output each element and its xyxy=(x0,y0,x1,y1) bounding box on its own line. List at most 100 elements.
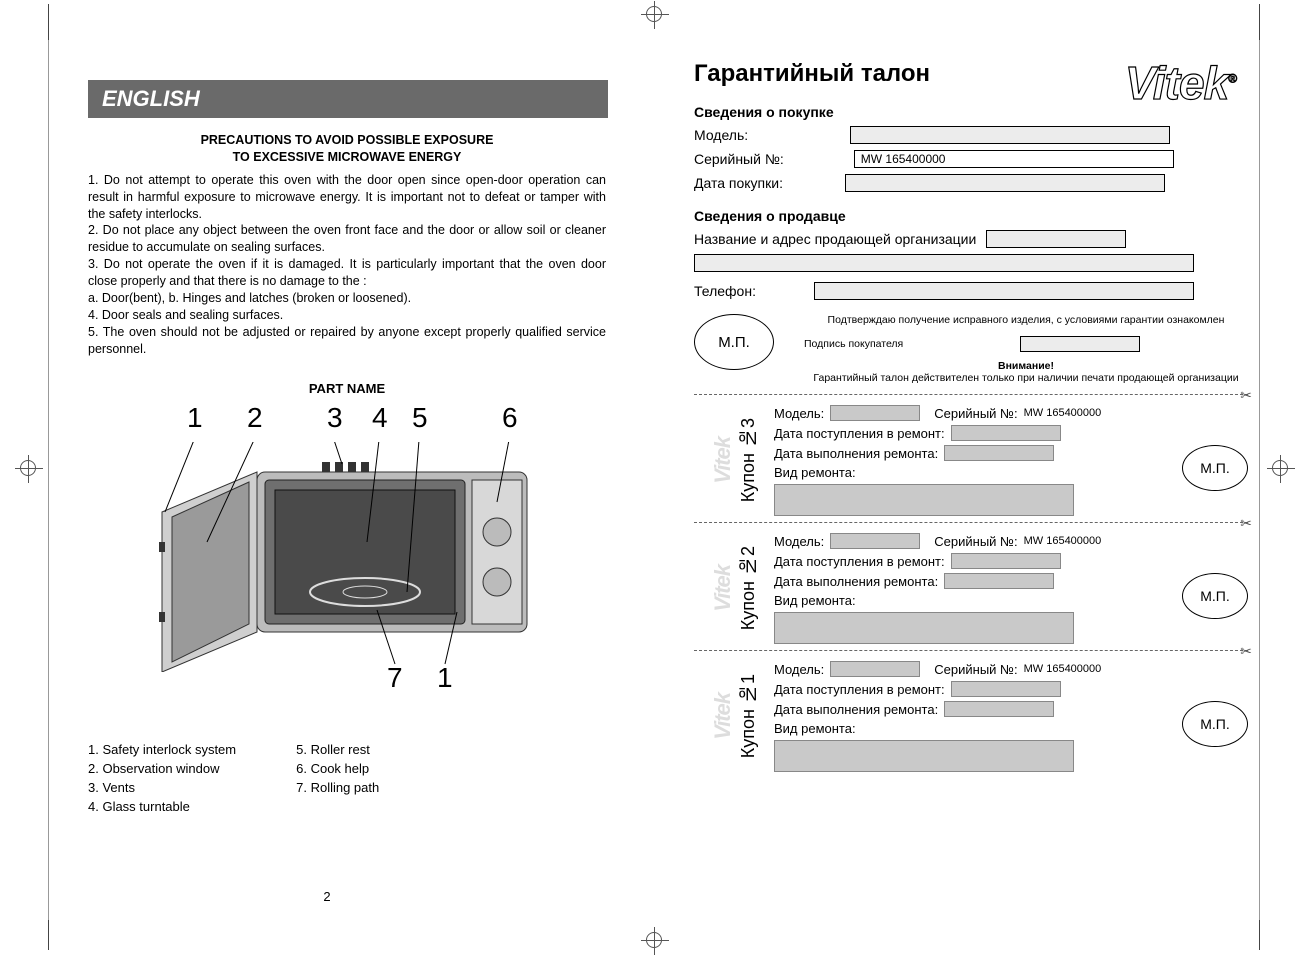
confirmation-text-block: Подтверждаю получение исправного изделия… xyxy=(804,314,1248,384)
part-item: 1. Safety interlock system xyxy=(88,742,236,757)
part-item: 7. Rolling path xyxy=(296,780,379,795)
model-label: Модель: xyxy=(694,127,748,143)
scissors-icon: ✂ xyxy=(1240,387,1252,404)
parts-col-2: 5. Roller rest 6. Cook help 7. Rolling p… xyxy=(296,742,379,818)
c-model-field[interactable] xyxy=(830,405,920,421)
c-repair-field[interactable] xyxy=(774,484,1074,516)
coupon-stamp: М.П. xyxy=(1182,573,1248,619)
c-date-in-field[interactable] xyxy=(951,553,1061,569)
microwave-illustration xyxy=(147,442,547,672)
parts-list: 1. Safety interlock system 2. Observatio… xyxy=(88,742,606,818)
stamp-placeholder: М.П. xyxy=(694,314,774,370)
serial-field[interactable]: MW 165400000 xyxy=(854,150,1174,168)
callout-6: 6 xyxy=(502,402,518,434)
part-item: 2. Observation window xyxy=(88,761,236,776)
c-date-in-field[interactable] xyxy=(951,425,1061,441)
phone-field[interactable] xyxy=(814,282,1194,300)
purchase-date-label: Дата покупки: xyxy=(694,175,783,191)
part-item: 6. Cook help xyxy=(296,761,379,776)
coupon-body: Модель: Серийный №: MW 165400000 Дата по… xyxy=(774,533,1248,644)
c-date-out-field[interactable] xyxy=(944,701,1054,717)
purchase-date-row: Дата покупки: xyxy=(694,174,1248,192)
c-serial-label: Серийный №: xyxy=(934,662,1017,677)
coupon-number: Купон №2 xyxy=(738,546,759,630)
c-repair-field[interactable] xyxy=(774,612,1074,644)
part-item: 3. Vents xyxy=(88,780,236,795)
coupon-body: Модель: Серийный №: MW 165400000 Дата по… xyxy=(774,405,1248,516)
registered-icon: ® xyxy=(1228,72,1236,86)
seller-addr-field-line2[interactable] xyxy=(694,254,1194,272)
mp-label: М.П. xyxy=(1200,716,1230,732)
c-model-field[interactable] xyxy=(830,661,920,677)
c-date-out-label: Дата выполнения ремонта: xyxy=(774,446,938,461)
coupon-stamp: М.П. xyxy=(1182,445,1248,491)
coupon-body: Модель: Серийный №: MW 165400000 Дата по… xyxy=(774,661,1248,772)
seller-section-heading: Сведения о продавце xyxy=(694,208,1248,224)
callout-1: 1 xyxy=(187,402,203,434)
confirmation-block: М.П. Подтверждаю получение исправного из… xyxy=(694,314,1248,384)
vitek-mini-logo: Vitek xyxy=(710,565,736,612)
spread: ENGLISH PRECAUTIONS TO AVOID POSSIBLE EX… xyxy=(0,0,1308,954)
c-repair-label: Вид ремонта: xyxy=(774,593,856,608)
c-serial-label: Серийный №: xyxy=(934,406,1017,421)
callout-4: 4 xyxy=(372,402,388,434)
coupon-3: ✂ Vitek Купон №3 Модель: Серийный №: MW … xyxy=(694,394,1248,522)
serial-label: Серийный №: xyxy=(694,151,784,167)
microwave-diagram: 1 2 3 4 5 6 7 1 xyxy=(147,402,547,702)
precautions-body: 1. Do not attempt to operate this oven w… xyxy=(88,172,606,358)
left-page-english: ENGLISH PRECAUTIONS TO AVOID POSSIBLE EX… xyxy=(0,0,654,954)
coupon-2: ✂ Vitek Купон №2 Модель: Серийный №: MW … xyxy=(694,522,1248,650)
seller-name-field[interactable] xyxy=(986,230,1126,248)
parts-col-1: 1. Safety interlock system 2. Observatio… xyxy=(88,742,236,818)
mp-label: М.П. xyxy=(718,334,750,351)
buyer-signature-field[interactable] xyxy=(1020,336,1140,352)
phone-label: Телефон: xyxy=(694,283,756,299)
c-model-label: Модель: xyxy=(774,406,824,421)
coupons: ✂ Vitek Купон №3 Модель: Серийный №: MW … xyxy=(694,394,1248,778)
phone-row: Телефон: xyxy=(694,282,1248,300)
c-model-field[interactable] xyxy=(830,533,920,549)
c-serial-value: MW 165400000 xyxy=(1024,663,1102,675)
c-serial-label: Серийный №: xyxy=(934,534,1017,549)
attention-heading: Внимание! xyxy=(998,360,1054,372)
c-model-label: Модель: xyxy=(774,534,824,549)
c-serial-value: MW 165400000 xyxy=(1024,535,1102,547)
c-repair-field[interactable] xyxy=(774,740,1074,772)
model-field[interactable] xyxy=(850,126,1170,144)
vitek-logo: Vitek® xyxy=(1125,56,1236,110)
precautions-title-line1: PRECAUTIONS TO AVOID POSSIBLE EXPOSURE xyxy=(201,133,494,147)
c-date-out-field[interactable] xyxy=(944,445,1054,461)
c-date-out-field[interactable] xyxy=(944,573,1054,589)
coupon-sidebar: Vitek Купон №1 xyxy=(694,661,774,772)
mp-label: М.П. xyxy=(1200,460,1230,476)
c-repair-label: Вид ремонта: xyxy=(774,465,856,480)
callout-3: 3 xyxy=(327,402,343,434)
callout-2: 2 xyxy=(247,402,263,434)
part-item: 4. Glass turntable xyxy=(88,799,236,814)
serial-row: Серийный №: MW 165400000 xyxy=(694,150,1248,168)
part-item: 5. Roller rest xyxy=(296,742,379,757)
coupon-number: Купон №1 xyxy=(738,674,759,758)
c-date-in-field[interactable] xyxy=(951,681,1061,697)
scissors-icon: ✂ xyxy=(1240,643,1252,660)
right-page-warranty: Vitek® Гарантийный талон Сведения о поку… xyxy=(654,0,1308,954)
seller-name-row: Название и адрес продающей организации xyxy=(694,230,1248,248)
scissors-icon: ✂ xyxy=(1240,515,1252,532)
serial-value: MW 165400000 xyxy=(861,152,946,166)
confirm-text: Подтверждаю получение исправного изделия… xyxy=(804,314,1248,326)
seller-name-label: Название и адрес продающей организации xyxy=(694,231,976,247)
margin-rule xyxy=(48,40,49,920)
mp-label: М.П. xyxy=(1200,588,1230,604)
vitek-mini-logo: Vitek xyxy=(710,693,736,740)
c-date-in-label: Дата поступления в ремонт: xyxy=(774,426,945,441)
coupon-1: ✂ Vitek Купон №1 Модель: Серийный №: MW … xyxy=(694,650,1248,778)
purchase-date-field[interactable] xyxy=(845,174,1165,192)
attention-text: Гарантийный талон действителен только пр… xyxy=(804,372,1248,384)
c-model-label: Модель: xyxy=(774,662,824,677)
c-date-in-label: Дата поступления в ремонт: xyxy=(774,682,945,697)
c-date-in-label: Дата поступления в ремонт: xyxy=(774,554,945,569)
c-date-out-label: Дата выполнения ремонта: xyxy=(774,702,938,717)
part-name-heading: PART NAME xyxy=(88,381,606,396)
callout-5: 5 xyxy=(412,402,428,434)
buyer-sig-label: Подпись покупателя xyxy=(804,338,903,350)
